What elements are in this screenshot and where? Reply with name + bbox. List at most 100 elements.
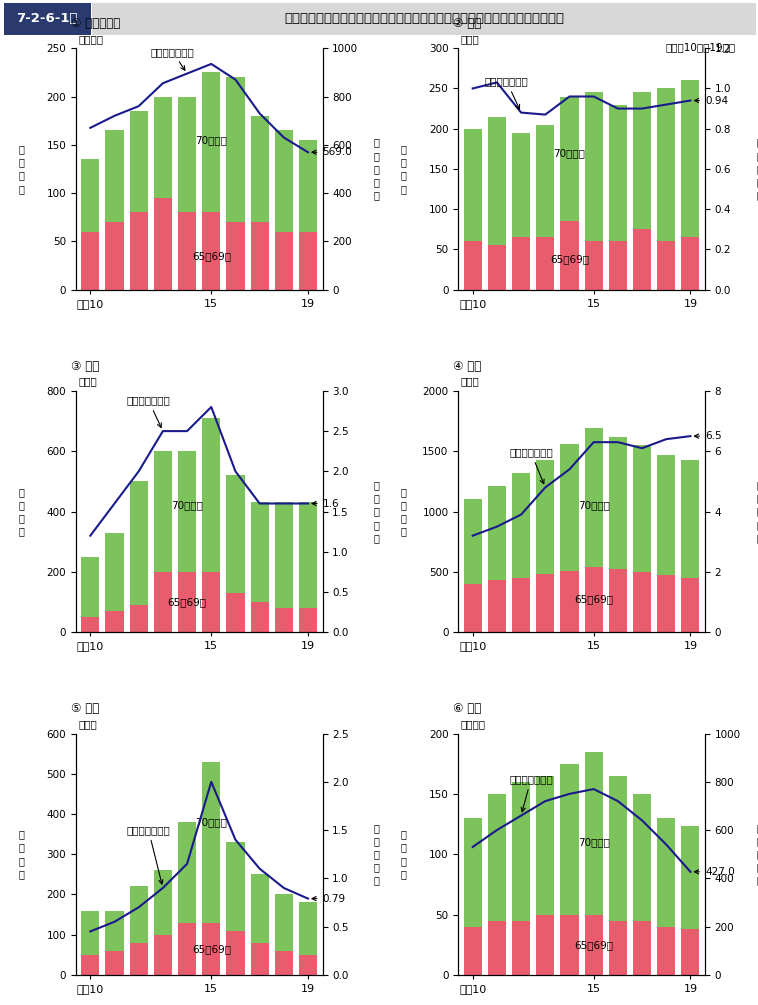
- Bar: [251, 602, 268, 632]
- Bar: [633, 92, 651, 229]
- Bar: [609, 437, 627, 570]
- Bar: [130, 886, 148, 943]
- Bar: [299, 140, 317, 231]
- Bar: [464, 241, 482, 289]
- Bar: [81, 955, 99, 975]
- Text: （件）: （件）: [461, 377, 480, 386]
- Bar: [488, 580, 506, 632]
- Text: 7-2-6-1図: 7-2-6-1図: [16, 12, 78, 25]
- Text: 70歳以上: 70歳以上: [553, 148, 585, 158]
- Text: 70歳以上: 70歳以上: [171, 500, 203, 511]
- Bar: [81, 231, 99, 289]
- Text: 70歳以上: 70歳以上: [196, 817, 227, 827]
- Bar: [512, 133, 530, 237]
- Text: 70歳以上: 70歳以上: [578, 500, 609, 511]
- Text: 高齢被害発生率: 高齢被害発生率: [127, 825, 171, 884]
- Bar: [560, 96, 578, 221]
- Bar: [512, 578, 530, 632]
- Bar: [178, 212, 196, 289]
- Bar: [609, 921, 627, 975]
- Bar: [536, 915, 554, 975]
- Bar: [657, 576, 675, 632]
- Text: （件）: （件）: [461, 34, 480, 44]
- Text: 6.5: 6.5: [694, 431, 722, 441]
- Bar: [464, 818, 482, 927]
- Text: ④ 傷害: ④ 傷害: [453, 360, 481, 373]
- Bar: [512, 473, 530, 578]
- Bar: [227, 475, 245, 593]
- Bar: [609, 105, 627, 241]
- Text: 認
知
件
数: 認 知 件 数: [401, 829, 407, 879]
- Bar: [227, 77, 245, 222]
- Bar: [536, 574, 554, 632]
- Text: （件）: （件）: [78, 719, 97, 729]
- Bar: [227, 222, 245, 289]
- Text: 被
害
発
生
率: 被 害 発 生 率: [374, 823, 380, 885]
- Bar: [560, 221, 578, 289]
- Bar: [584, 428, 603, 567]
- Text: 1.6: 1.6: [312, 498, 339, 509]
- Text: ① 一般刑法犯: ① 一般刑法犯: [70, 17, 120, 30]
- Bar: [560, 764, 578, 915]
- Bar: [227, 593, 245, 632]
- Bar: [105, 611, 124, 632]
- Bar: [178, 451, 196, 572]
- Bar: [130, 481, 148, 605]
- Bar: [81, 557, 99, 617]
- Bar: [202, 212, 221, 289]
- Bar: [105, 222, 124, 289]
- Bar: [274, 231, 293, 289]
- Text: 被
害
発
生
率: 被 害 発 生 率: [756, 480, 758, 543]
- Bar: [251, 502, 268, 602]
- Bar: [609, 776, 627, 921]
- Text: 65～69歳: 65～69歳: [168, 597, 207, 607]
- Bar: [488, 921, 506, 975]
- Bar: [105, 951, 124, 975]
- Text: 65～69歳: 65～69歳: [574, 595, 613, 605]
- Bar: [681, 459, 700, 578]
- Bar: [299, 502, 317, 608]
- Bar: [584, 752, 603, 915]
- Text: （千件）: （千件）: [461, 719, 486, 729]
- Bar: [536, 125, 554, 237]
- Text: 427.0: 427.0: [694, 867, 735, 876]
- Bar: [105, 911, 124, 951]
- Text: 認
知
件
数: 認 知 件 数: [401, 486, 407, 537]
- Text: 65～69歳: 65～69歳: [550, 254, 589, 264]
- Bar: [633, 794, 651, 921]
- Text: ② 殺人: ② 殺人: [453, 17, 481, 30]
- Bar: [274, 894, 293, 951]
- Bar: [130, 111, 148, 212]
- Bar: [154, 198, 172, 289]
- Bar: [609, 241, 627, 289]
- Text: （平成10年～19年）: （平成10年～19年）: [665, 42, 735, 52]
- Text: 65～69歳: 65～69歳: [192, 251, 230, 260]
- Text: 高齢被害発生率: 高齢被害発生率: [127, 395, 171, 427]
- Bar: [227, 931, 245, 975]
- Bar: [657, 455, 675, 576]
- Bar: [202, 418, 221, 572]
- Bar: [609, 570, 627, 632]
- Bar: [299, 902, 317, 955]
- Text: 高齢被害発生率: 高齢被害発生率: [151, 46, 195, 70]
- Text: 高齢被害発生率: 高齢被害発生率: [509, 774, 553, 812]
- Bar: [130, 605, 148, 632]
- Bar: [633, 921, 651, 975]
- Bar: [681, 80, 700, 237]
- Bar: [536, 237, 554, 289]
- Text: 被
害
発
生
率: 被 害 発 生 率: [374, 480, 380, 543]
- Text: 高齢者が被害者となった一般刑法犯の罪名別認知件数・高齢被害発生率の推移: 高齢者が被害者となった一般刑法犯の罪名別認知件数・高齢被害発生率の推移: [284, 12, 565, 25]
- Text: 高齢被害発生率: 高齢被害発生率: [485, 76, 528, 109]
- Bar: [681, 578, 700, 632]
- Text: 70歳以上: 70歳以上: [578, 837, 609, 847]
- Bar: [512, 921, 530, 975]
- Bar: [657, 927, 675, 975]
- Bar: [560, 915, 578, 975]
- Bar: [657, 818, 675, 927]
- Text: 認
知
件
数: 認 知 件 数: [19, 829, 24, 879]
- Bar: [274, 131, 293, 231]
- Text: ⑥ 窃盗: ⑥ 窃盗: [453, 702, 481, 716]
- Bar: [657, 241, 675, 289]
- Bar: [657, 88, 675, 241]
- Text: 被
害
発
生
率: 被 害 発 生 率: [374, 138, 380, 200]
